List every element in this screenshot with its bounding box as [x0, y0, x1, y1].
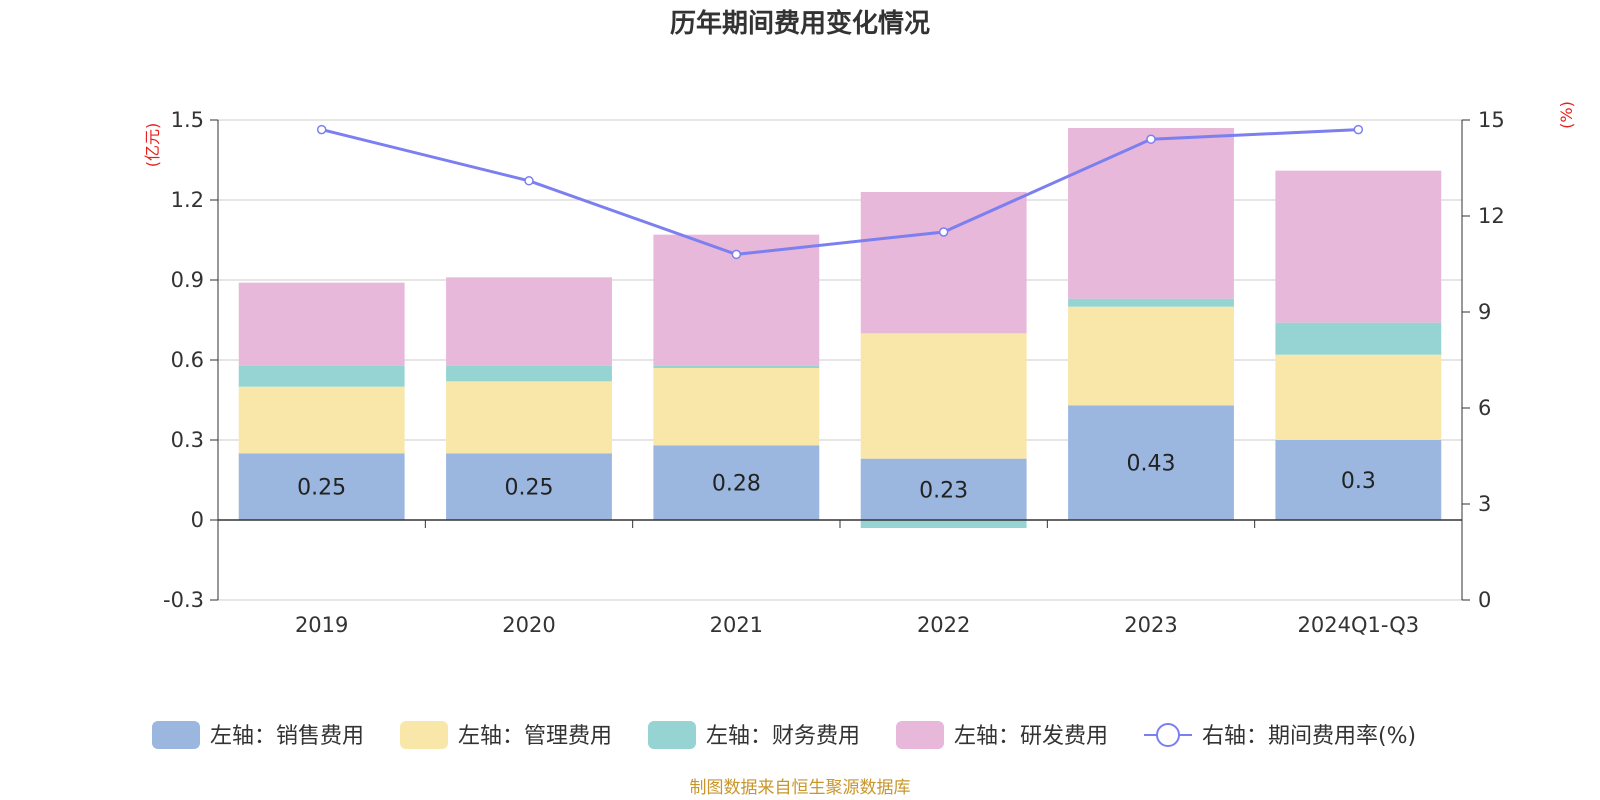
bar-3-2019 [238, 365, 405, 387]
left-tick-label: 0.6 [171, 348, 204, 372]
bar-1-2023 [1068, 405, 1234, 520]
bar-1-2021 [653, 445, 820, 520]
bar-3-2022 [860, 520, 1027, 528]
right-tick-label: 15 [1478, 108, 1505, 132]
right-tick-label: 6 [1478, 396, 1491, 420]
bar-2-2019 [238, 386, 405, 454]
legend-marker [1156, 723, 1180, 747]
left-tick-label: 1.5 [171, 108, 204, 132]
category-label: 2024Q1-Q3 [1298, 613, 1420, 637]
bar-3-2024Q1-Q3 [1275, 322, 1442, 355]
right-tick-label: 3 [1478, 492, 1491, 516]
legend-label: 左轴：管理费用 [458, 724, 612, 749]
category-label: 2023 [1124, 613, 1177, 637]
right-tick-label: 9 [1478, 300, 1491, 324]
data-labels: 0.25 0.25 0.28 0.23 0.43 0.3 [297, 452, 1376, 504]
bar-1-2019 [238, 453, 405, 520]
left-tick-label: 0 [191, 508, 204, 532]
right-tick-label: 12 [1478, 204, 1505, 228]
bar-value-label: 0.23 [919, 478, 968, 503]
bar-2-2024Q1-Q3 [1275, 354, 1442, 440]
legend-label: 左轴：财务费用 [706, 724, 860, 749]
bar-2-2021 [653, 368, 820, 446]
bar-1-2022 [860, 458, 1027, 520]
rate-point-2024Q1-Q3 [1353, 124, 1364, 135]
bar-1-2024Q1-Q3 [1275, 440, 1442, 520]
category-label: 2020 [502, 613, 555, 637]
rate-point-2020 [524, 176, 534, 186]
bar-2-2020 [446, 381, 612, 454]
bar-3-2021 [653, 365, 820, 368]
legend-label: 右轴：期间费用率(%) [1202, 724, 1416, 749]
bar-4-2019 [238, 282, 405, 366]
category-label: 2022 [917, 613, 970, 637]
rate-point-2019 [316, 124, 327, 135]
left-tick-label: 0.9 [171, 268, 204, 292]
legend-label: 左轴：研发费用 [954, 724, 1108, 749]
rate-point-2021 [731, 249, 742, 260]
bar-4-2023 [1068, 128, 1234, 299]
bar-value-label: 0.28 [712, 472, 761, 497]
right-tick-label: 0 [1478, 588, 1491, 612]
legend[interactable]: 左轴：销售费用 左轴：管理费用 左轴：财务费用 左轴：研发费用 右轴：期间费用率(%) [152, 721, 1416, 749]
bar-2-2023 [1068, 306, 1234, 406]
left-tick-label: -0.3 [163, 588, 204, 612]
category-label: 2019 [295, 613, 348, 637]
legend-swatch [152, 721, 200, 749]
left-axis-unit: (亿元) [143, 123, 162, 168]
legend-label: 左轴：销售费用 [210, 724, 364, 749]
bar-4-2020 [446, 277, 612, 366]
source-note: 制图数据来自恒生聚源数据库 [690, 778, 911, 798]
category-label: 2021 [710, 613, 763, 637]
legend-swatch [400, 721, 448, 749]
axes: -0.3 0 0.3 0.6 0.9 1.2 1.5 0 3 6 9 12 15 2019 2020 2021… [163, 108, 1505, 637]
bar-3-2020 [446, 365, 612, 382]
legend-swatch [896, 721, 944, 749]
bar-value-label: 0.25 [505, 476, 554, 501]
right-axis-unit: (%) [1557, 101, 1576, 129]
bar-value-label: 0.25 [297, 476, 346, 501]
bars [238, 128, 1442, 528]
rate-point-2023 [1146, 134, 1156, 144]
left-tick-label: 1.2 [171, 188, 204, 212]
bar-4-2022 [860, 192, 1027, 334]
rate-point-2022 [938, 227, 949, 237]
left-tick-label: 0.3 [171, 428, 204, 452]
bar-value-label: 0.43 [1127, 452, 1176, 477]
rate-line [316, 124, 1364, 260]
legend-swatch [648, 721, 696, 749]
bar-value-label: 0.3 [1341, 469, 1376, 494]
bar-4-2024Q1-Q3 [1275, 170, 1442, 323]
bar-3-2023 [1068, 298, 1234, 307]
bar-1-2020 [446, 453, 612, 520]
bar-2-2022 [860, 333, 1027, 459]
rate-line-path [321, 128, 1359, 256]
chart-title: 历年期间费用变化情况 [670, 8, 930, 39]
